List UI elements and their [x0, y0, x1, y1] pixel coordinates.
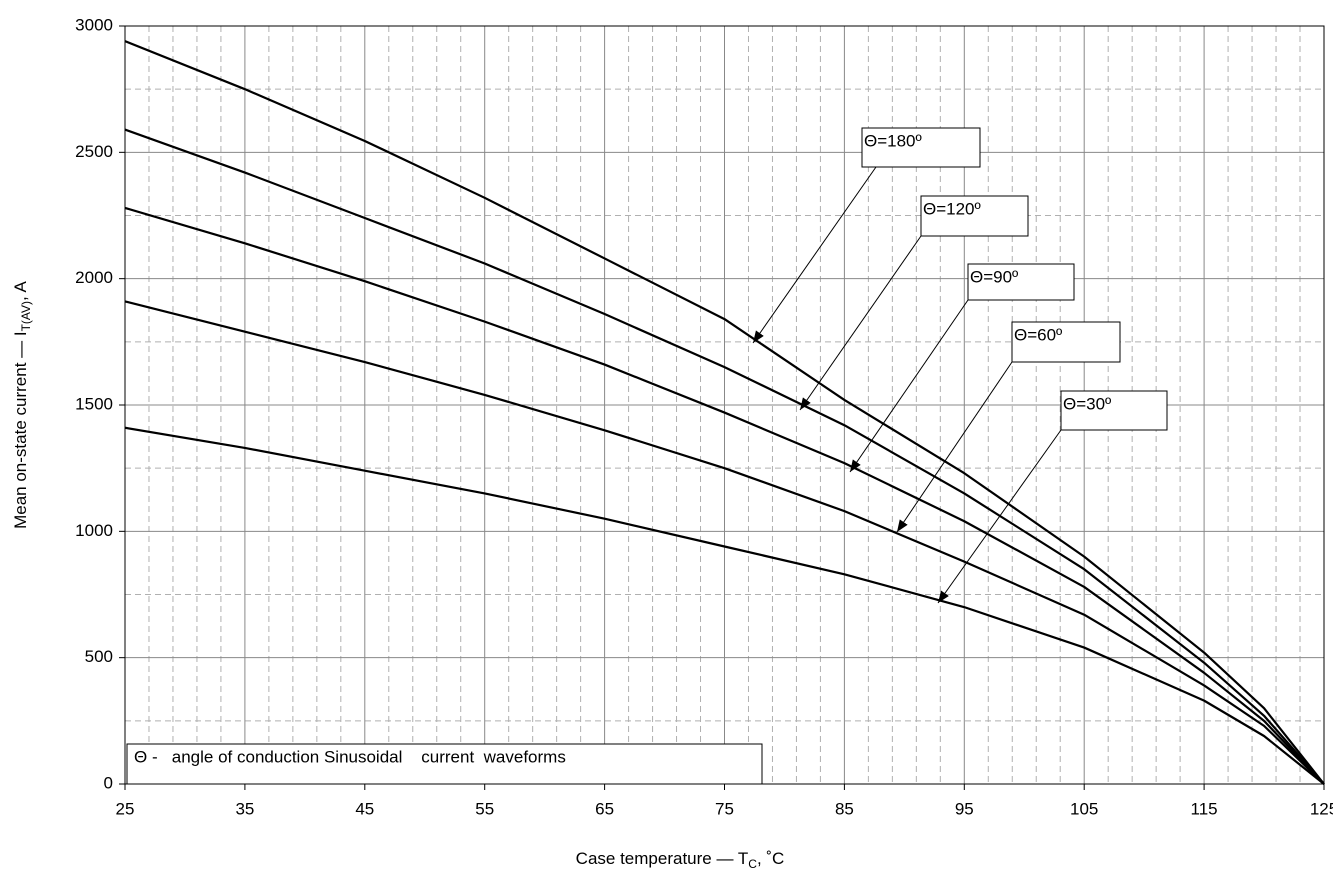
callout-box [920, 195, 1029, 237]
callout-label: Θ=30º [1063, 394, 1111, 413]
callout-arrow [799, 235, 922, 411]
x-tick-label: 95 [955, 799, 974, 818]
note-box [126, 743, 763, 785]
callout-arrow [937, 429, 1062, 604]
callout-box [967, 263, 1075, 301]
series-line [124, 128, 1325, 785]
marks [124, 40, 1325, 785]
y-label-main: Mean on-state current — I [11, 331, 30, 528]
callout-label: Θ=120º [923, 199, 981, 218]
x-label-main: Case temperature — T [576, 849, 749, 868]
y-tick-label: 2000 [75, 268, 113, 287]
x-label-tail: , ˚C [757, 849, 784, 868]
y-label-tail: , A [11, 280, 30, 301]
x-axis-label: Case temperature — TC, ˚C [576, 849, 785, 871]
x-tick-label: 65 [595, 799, 614, 818]
callout-box [861, 127, 981, 168]
x-label-sub: C [748, 857, 757, 871]
y-tick-label: 0 [104, 773, 113, 792]
x-tick-label: 45 [355, 799, 374, 818]
series-line [124, 300, 1325, 785]
x-tick-label: 105 [1070, 799, 1098, 818]
callout-label: Θ=180º [864, 131, 922, 150]
y-label-sub: T(AV) [19, 301, 33, 331]
x-tick-label: 125 [1310, 799, 1333, 818]
callout-box [1011, 321, 1121, 363]
y-tick-label: 500 [85, 647, 113, 666]
y-tick-label: 1000 [75, 521, 113, 540]
callout-arrow [752, 166, 877, 344]
series-line [124, 426, 1325, 785]
callout-arrow [896, 361, 1013, 533]
x-tick-label: 115 [1191, 799, 1218, 818]
note: Θ - angle of conduction Sinusoidal curre… [134, 747, 566, 766]
x-tick-label: 25 [116, 799, 135, 818]
callout-label: Θ=90º [970, 267, 1018, 286]
callout-label: Θ=60º [1014, 325, 1062, 344]
callout-box [1060, 390, 1168, 431]
y-tick-label: 3000 [75, 15, 113, 34]
series-line [124, 40, 1325, 785]
x-tick-label: 35 [235, 799, 254, 818]
x-tick-label: 85 [835, 799, 854, 818]
x-tick-label: 75 [715, 799, 734, 818]
callout-arrow [849, 299, 969, 473]
x-tick-label: 55 [475, 799, 494, 818]
y-axis-label: Mean on-state current — IT(AV), A [11, 280, 33, 528]
y-tick-label: 1500 [75, 394, 113, 413]
series-line [124, 206, 1325, 785]
y-tick-label: 2500 [75, 142, 113, 161]
